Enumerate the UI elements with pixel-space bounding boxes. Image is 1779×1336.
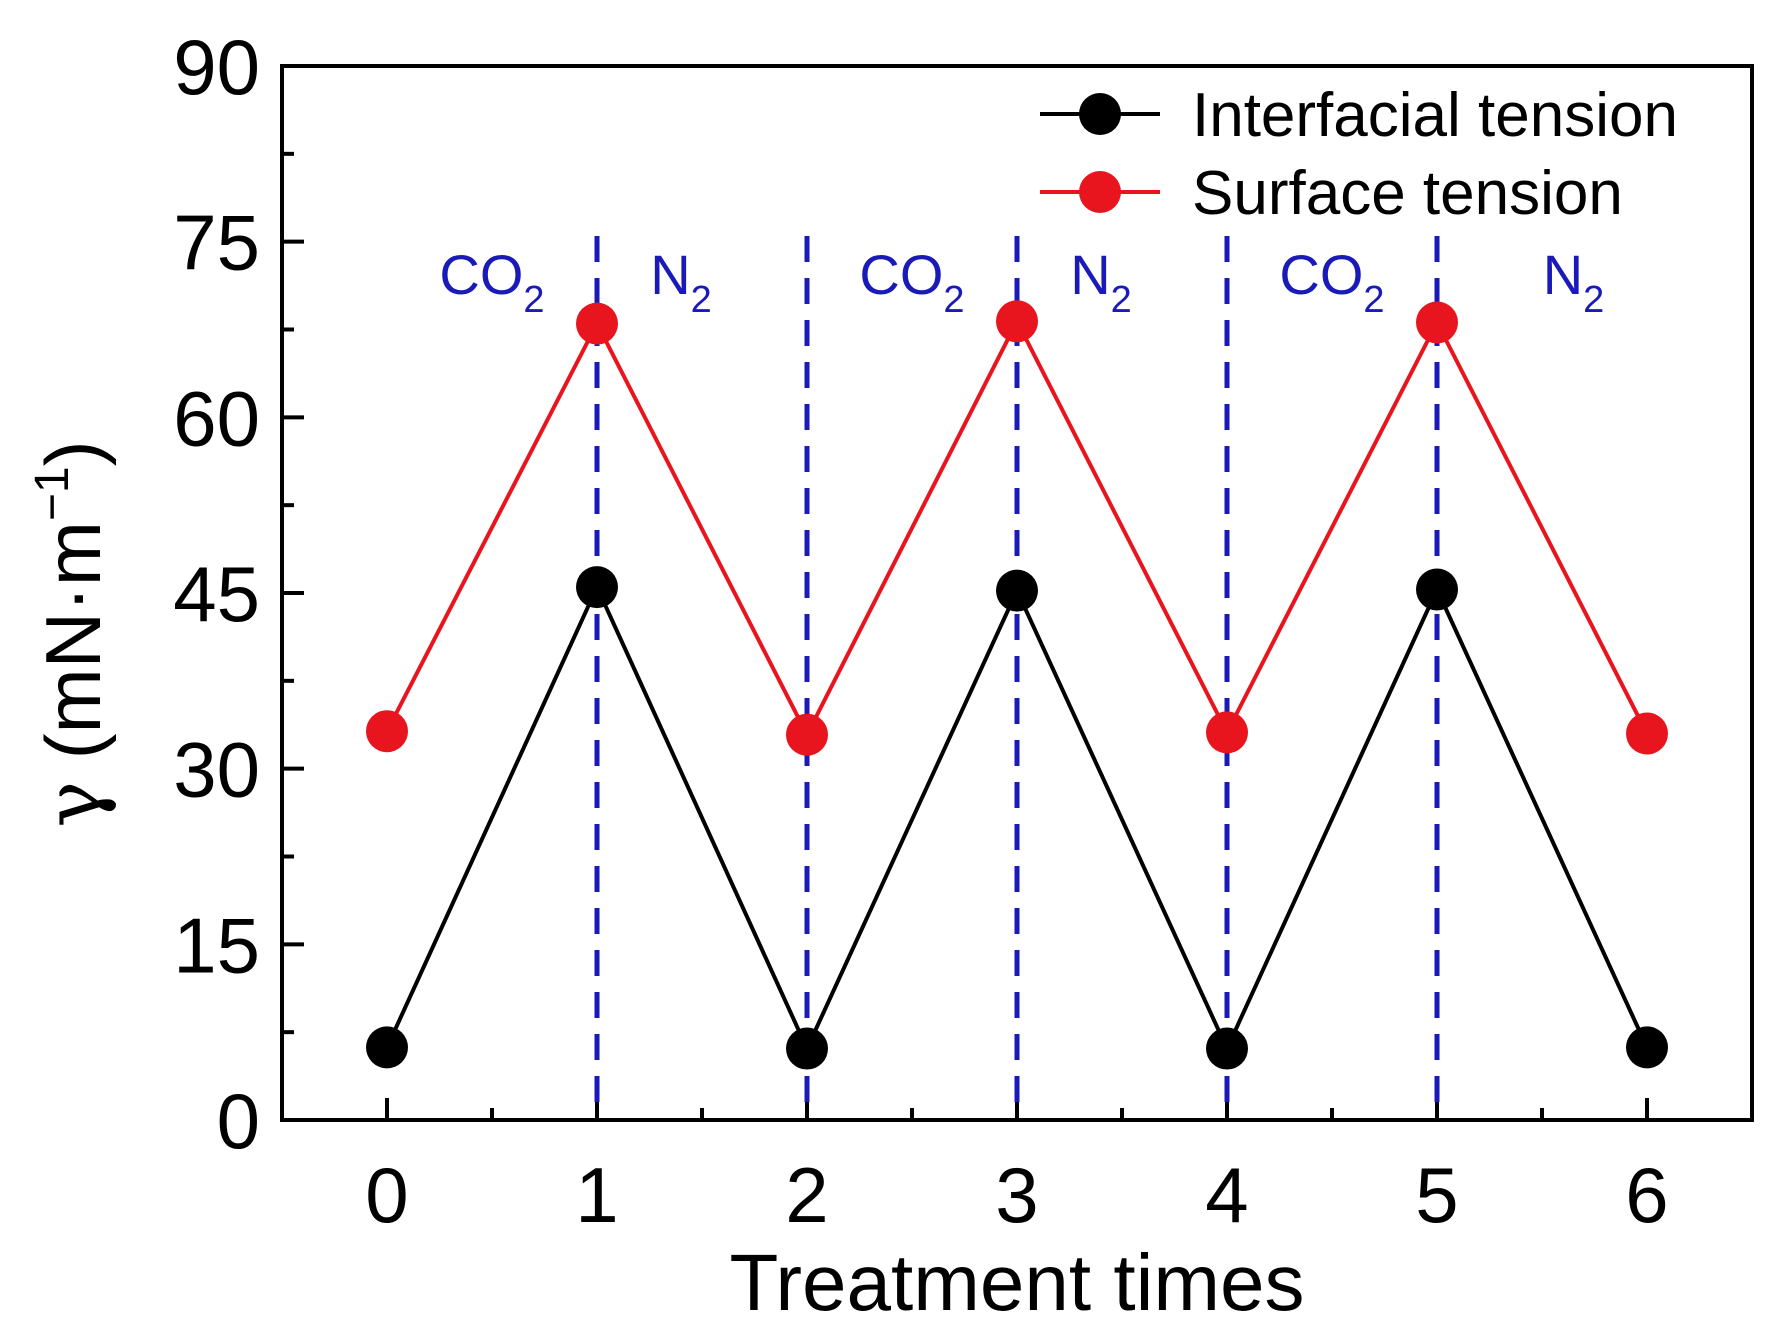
x-tick-label: 2 — [785, 1151, 828, 1239]
y-tick-label: 15 — [173, 901, 260, 989]
data-point-interfacial-tension — [1626, 1026, 1668, 1069]
treatment-boundaries — [594, 236, 1440, 1120]
x-tick-label: 4 — [1205, 1151, 1248, 1239]
y-tick-label: 30 — [173, 726, 260, 814]
legend-label-interfacial: Interfacial tension — [1192, 81, 1678, 150]
x-tick-label: 6 — [1625, 1151, 1668, 1239]
plot-frame — [280, 64, 1754, 1122]
data-point-interfacial-tension — [1206, 1027, 1248, 1070]
series-layer — [366, 300, 1668, 1070]
x-tick-label: 1 — [575, 1151, 618, 1239]
data-point-interfacial-tension — [576, 566, 618, 609]
data-point-interfacial-tension — [1416, 568, 1458, 611]
y-axis-unit: (mN·m — [29, 521, 117, 781]
x-tick-label: 5 — [1415, 1151, 1458, 1239]
y-tick-label: 90 — [173, 23, 260, 111]
gas-label: N2 — [650, 243, 712, 321]
gas-labels: CO2 N2 CO2 N2 CO2 N2 — [439, 243, 1604, 321]
x-tick-label: 0 — [365, 1151, 408, 1239]
y-axis-symbol: γ — [29, 781, 119, 828]
data-point-surface-tension — [1626, 712, 1668, 755]
data-point-surface-tension — [1206, 711, 1248, 754]
data-point-interfacial-tension — [786, 1027, 828, 1070]
x-axis-title: Treatment times — [730, 1238, 1305, 1327]
y-axis-unit-exponent: −1 — [26, 466, 79, 521]
data-point-surface-tension — [366, 710, 408, 753]
legend-marker-interfacial — [1079, 93, 1121, 135]
legend-label-surface: Surface tension — [1192, 159, 1623, 228]
y-tick-label: 75 — [173, 199, 260, 287]
legend-marker-surface — [1079, 171, 1121, 213]
y-axis-unit-close: ) — [29, 440, 117, 466]
gas-label: CO2 — [439, 243, 544, 321]
gas-label: N2 — [1070, 243, 1132, 321]
data-point-surface-tension — [786, 713, 828, 756]
data-point-surface-tension — [996, 300, 1038, 343]
y-tick-label: 45 — [173, 550, 260, 638]
data-point-interfacial-tension — [366, 1026, 408, 1069]
data-point-surface-tension — [576, 302, 618, 345]
legend: Interfacial tension Surface tension — [1040, 81, 1678, 228]
gas-label: CO2 — [1279, 243, 1384, 321]
data-point-surface-tension — [1416, 301, 1458, 344]
gas-label: N2 — [1543, 243, 1605, 321]
y-tick-label: 0 — [217, 1077, 260, 1165]
y-tick-label: 60 — [173, 374, 260, 462]
data-point-interfacial-tension — [996, 569, 1038, 612]
x-tick-label: 3 — [995, 1151, 1038, 1239]
gas-label: CO2 — [859, 243, 964, 321]
y-axis-title: γ (mN·m−1) — [26, 440, 119, 827]
